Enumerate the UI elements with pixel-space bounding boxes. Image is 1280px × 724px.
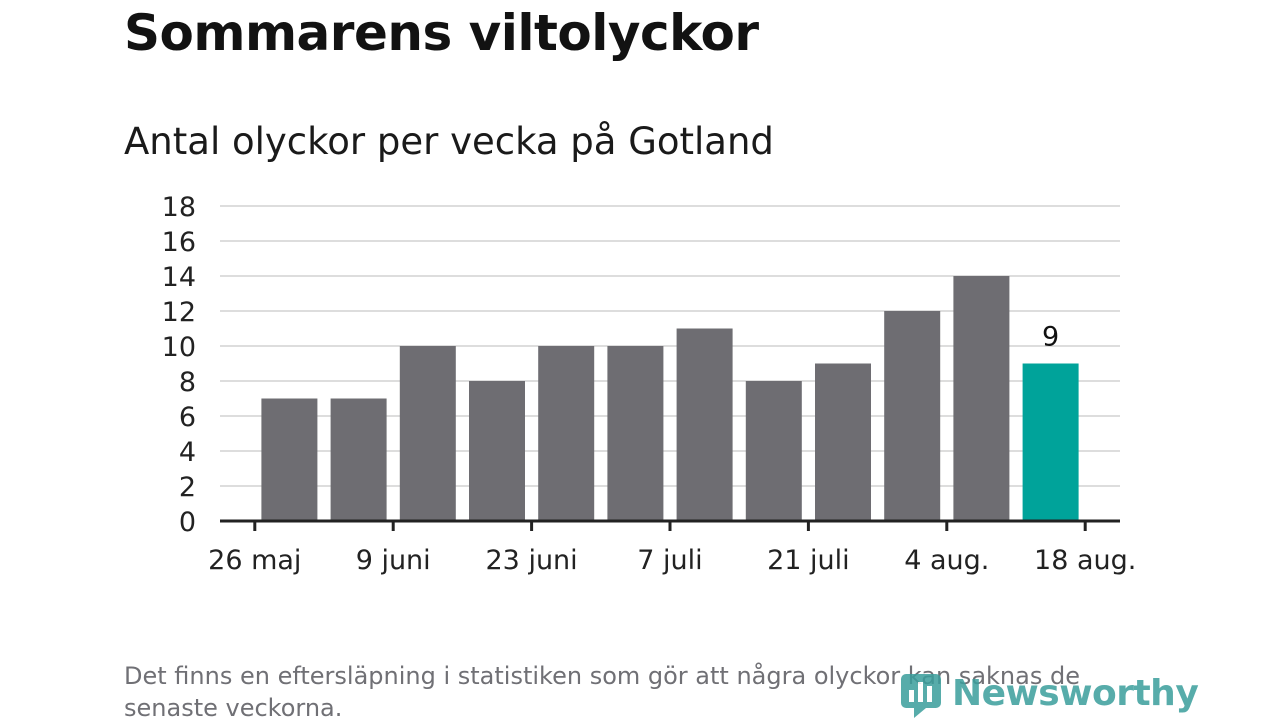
x-tick-label: 9 juni <box>356 545 431 576</box>
bar <box>815 363 871 521</box>
bar <box>330 398 387 521</box>
y-tick-label: 4 <box>179 437 196 468</box>
bar <box>261 398 318 521</box>
bar <box>745 381 802 521</box>
bar <box>607 346 664 521</box>
x-tick-label: 21 juli <box>767 545 850 576</box>
y-tick-label: 10 <box>162 332 196 363</box>
chart-subtitle: Antal olyckor per vecka på Gotland <box>124 120 774 163</box>
bar-chart: 0 2 4 6 8 10 12 14 16 18 9 26 maj 9 juni 23 juni 7 jul… <box>162 192 1137 576</box>
highlighted-bar <box>1022 363 1079 521</box>
y-tick-label: 12 <box>162 297 196 328</box>
x-tick-label: 4 aug. <box>904 545 989 576</box>
bar <box>953 276 1010 521</box>
y-tick-label: 0 <box>179 507 196 538</box>
bar-value-label: 9 <box>1042 322 1059 353</box>
y-tick-label: 6 <box>179 402 196 433</box>
y-tick-label: 2 <box>179 472 196 503</box>
bar <box>399 346 456 521</box>
y-tick-label: 18 <box>162 192 196 223</box>
newsworthy-logo: Newsworthy <box>900 668 1199 718</box>
bar <box>676 328 733 521</box>
x-tick-label: 7 juli <box>637 545 702 576</box>
y-tick-label: 8 <box>179 367 196 398</box>
newsworthy-chart-icon <box>901 674 941 718</box>
bar <box>538 346 595 521</box>
bar <box>469 381 525 521</box>
chart-title: Sommarens viltolyckor <box>124 4 759 62</box>
x-tick-label: 18 aug. <box>1034 545 1136 576</box>
y-tick-label: 14 <box>162 262 196 293</box>
logo-text: Newsworthy <box>952 672 1199 714</box>
x-tick-label: 23 juni <box>486 545 578 576</box>
bar <box>884 311 941 521</box>
x-tick-label: 26 maj <box>208 545 301 576</box>
y-tick-label: 16 <box>162 227 196 258</box>
